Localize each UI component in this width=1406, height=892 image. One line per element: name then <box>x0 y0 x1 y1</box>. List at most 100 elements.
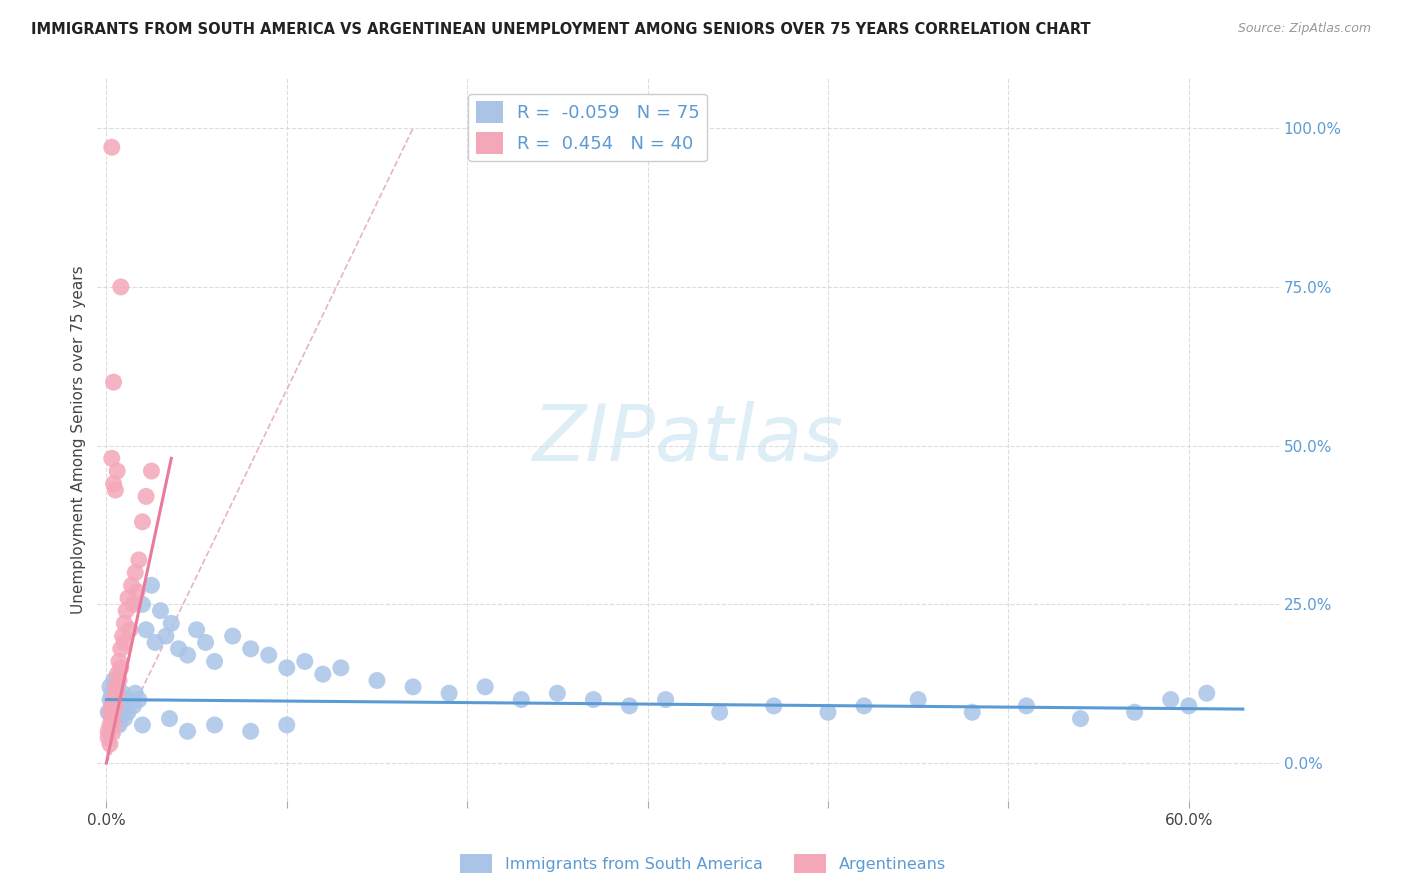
Point <box>97 731 120 745</box>
Point <box>194 635 217 649</box>
Point <box>124 566 146 580</box>
Point <box>105 705 128 719</box>
Point <box>101 140 124 154</box>
Point <box>103 692 125 706</box>
Point <box>546 686 568 700</box>
Point <box>709 705 731 719</box>
Point <box>98 718 121 732</box>
Point <box>402 680 425 694</box>
Point <box>108 655 131 669</box>
Point <box>122 598 145 612</box>
Point <box>111 629 134 643</box>
Point <box>149 604 172 618</box>
Point <box>176 724 198 739</box>
Point <box>110 280 132 294</box>
Point <box>155 629 177 643</box>
Text: ZIPatlas: ZIPatlas <box>533 401 844 477</box>
Point <box>204 718 226 732</box>
Point <box>110 661 132 675</box>
Point <box>1069 712 1091 726</box>
Point <box>105 667 128 681</box>
Point <box>167 641 190 656</box>
Point <box>1015 698 1038 713</box>
Point <box>108 718 131 732</box>
Point <box>115 698 138 713</box>
Point <box>131 598 153 612</box>
Point <box>112 712 135 726</box>
Point <box>101 686 124 700</box>
Point <box>104 686 127 700</box>
Point <box>110 705 132 719</box>
Point <box>98 680 121 694</box>
Point <box>962 705 984 719</box>
Point <box>276 661 298 675</box>
Point <box>112 635 135 649</box>
Point <box>117 591 139 605</box>
Point <box>104 483 127 497</box>
Point <box>131 515 153 529</box>
Point <box>1160 692 1182 706</box>
Point <box>474 680 496 694</box>
Point <box>276 718 298 732</box>
Point <box>135 623 157 637</box>
Point <box>118 692 141 706</box>
Point <box>97 724 120 739</box>
Point <box>257 648 280 662</box>
Point <box>111 698 134 713</box>
Point <box>186 623 208 637</box>
Point <box>121 578 143 592</box>
Point <box>105 686 128 700</box>
Point <box>105 680 128 694</box>
Point <box>312 667 335 681</box>
Legend: Immigrants from South America, Argentineans: Immigrants from South America, Argentine… <box>453 847 953 880</box>
Point <box>97 705 120 719</box>
Point <box>112 692 135 706</box>
Point <box>105 464 128 478</box>
Point <box>160 616 183 631</box>
Point <box>159 712 181 726</box>
Point <box>101 712 124 726</box>
Text: Source: ZipAtlas.com: Source: ZipAtlas.com <box>1237 22 1371 36</box>
Point <box>98 705 121 719</box>
Point <box>1123 705 1146 719</box>
Point <box>104 698 127 713</box>
Point <box>115 604 138 618</box>
Y-axis label: Unemployment Among Seniors over 75 years: Unemployment Among Seniors over 75 years <box>72 265 86 614</box>
Point <box>110 641 132 656</box>
Point <box>112 616 135 631</box>
Point <box>101 698 124 713</box>
Point <box>294 655 316 669</box>
Point <box>101 712 124 726</box>
Point <box>110 692 132 706</box>
Point <box>98 737 121 751</box>
Point <box>128 553 150 567</box>
Point <box>103 673 125 688</box>
Point <box>329 661 352 675</box>
Point <box>366 673 388 688</box>
Point <box>103 705 125 719</box>
Point <box>104 712 127 726</box>
Point <box>131 718 153 732</box>
Point <box>817 705 839 719</box>
Point <box>204 655 226 669</box>
Point <box>1177 698 1199 713</box>
Point <box>221 629 243 643</box>
Point <box>103 692 125 706</box>
Point <box>105 692 128 706</box>
Point <box>128 692 150 706</box>
Point <box>141 578 163 592</box>
Point <box>1195 686 1218 700</box>
Point <box>143 635 166 649</box>
Point <box>619 698 641 713</box>
Point <box>125 584 148 599</box>
Point <box>101 724 124 739</box>
Point <box>141 464 163 478</box>
Point <box>124 686 146 700</box>
Point <box>437 686 460 700</box>
Point <box>103 705 125 719</box>
Point <box>510 692 533 706</box>
Point <box>103 375 125 389</box>
Legend: R =  -0.059   N = 75, R =  0.454   N = 40: R = -0.059 N = 75, R = 0.454 N = 40 <box>468 94 707 161</box>
Point <box>103 476 125 491</box>
Point <box>117 705 139 719</box>
